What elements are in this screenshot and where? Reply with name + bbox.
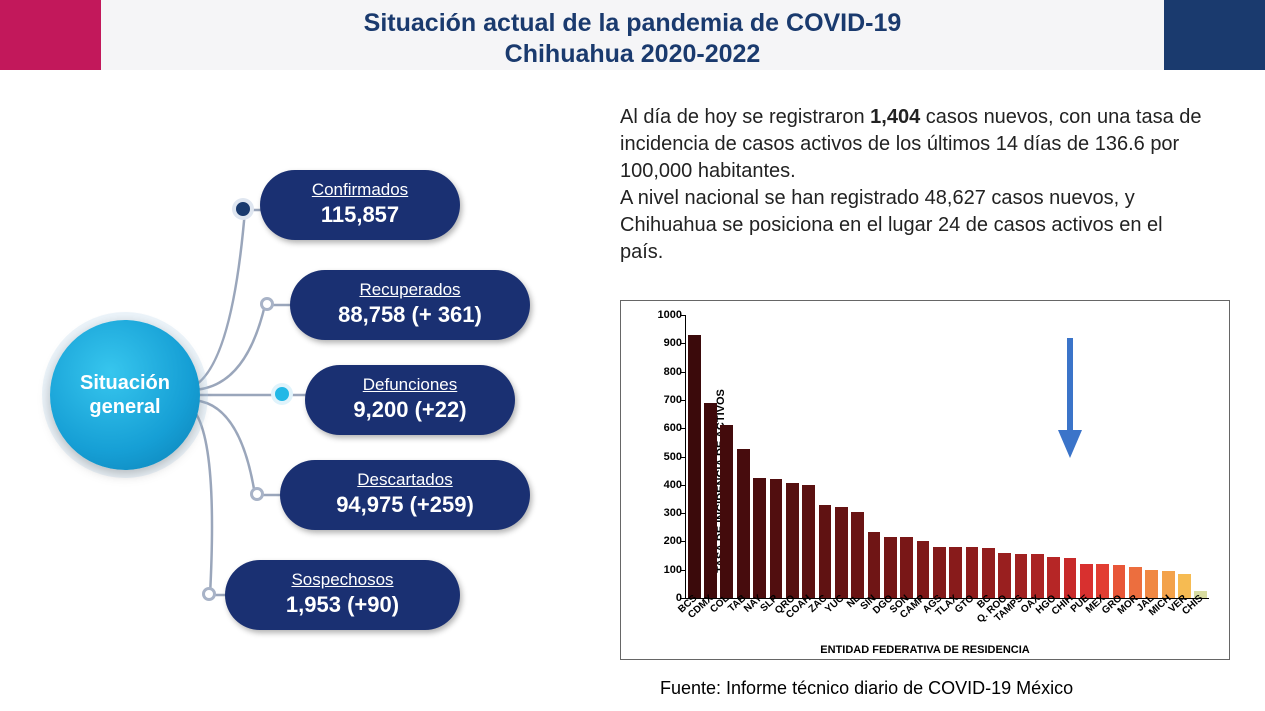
page-title: Situación actual de la pandemia de COVID…	[0, 8, 1265, 71]
bar	[1031, 554, 1044, 598]
bar	[720, 425, 733, 598]
pill-label: Recuperados	[314, 280, 506, 300]
highlight-arrow-icon	[1058, 338, 1082, 463]
title-line1: Situación actual de la pandemia de COVID…	[364, 9, 902, 37]
bar	[949, 547, 962, 598]
ytick-mark	[681, 513, 686, 514]
node-dot	[202, 587, 216, 601]
plot-area: 01002003004005006007008009001000BCSCDMXC…	[685, 315, 1209, 599]
bar	[819, 505, 832, 598]
ytick-mark	[681, 457, 686, 458]
ytick-mark	[681, 400, 686, 401]
bar	[884, 537, 897, 598]
bar	[900, 537, 913, 598]
bar-chart: TASA DE INCIDENCIA DE ACTIVOS ENTIDAD FE…	[620, 300, 1230, 660]
bar	[1047, 557, 1060, 598]
ytick-mark	[681, 541, 686, 542]
ytick-label: 300	[648, 507, 682, 519]
stat-pill: Descartados94,975 (+259)	[280, 460, 530, 530]
hub-circle: Situación general	[50, 320, 200, 470]
pill-label: Sospechosos	[249, 570, 436, 590]
bar	[802, 485, 815, 598]
stat-pill: Defunciones9,200 (+22)	[305, 365, 515, 435]
desc-p1a: Al día de hoy se registraron	[620, 106, 870, 128]
hub-label: Situación general	[50, 371, 200, 419]
ytick-label: 400	[648, 479, 682, 491]
bar	[835, 507, 848, 598]
mindmap: Situación general Confirmados115,857 Recu…	[30, 140, 600, 640]
bar	[704, 403, 717, 598]
bar	[753, 478, 766, 598]
stat-pill: Confirmados115,857	[260, 170, 460, 240]
x-axis-label: ENTIDAD FEDERATIVA DE RESIDENCIA	[631, 644, 1219, 656]
node-dot	[236, 202, 250, 216]
description-text: Al día de hoy se registraron 1,404 casos…	[620, 104, 1210, 266]
content-area: Situación general Confirmados115,857 Recu…	[0, 80, 1265, 710]
bar	[966, 547, 979, 598]
bar	[933, 547, 946, 598]
pill-label: Confirmados	[284, 180, 436, 200]
desc-bold: 1,404	[870, 106, 920, 128]
bar	[770, 479, 783, 598]
bar	[737, 449, 750, 598]
title-line2: Chihuahua 2020-2022	[505, 40, 761, 68]
ytick-label: 900	[648, 337, 682, 349]
node-dot	[250, 487, 264, 501]
bar	[917, 541, 930, 598]
ytick-label: 500	[648, 451, 682, 463]
bar	[851, 512, 864, 598]
ytick-mark	[681, 570, 686, 571]
ytick-label: 700	[648, 394, 682, 406]
node-dot	[260, 297, 274, 311]
pill-label: Descartados	[304, 470, 506, 490]
pill-value: 1,953 (+90)	[286, 592, 399, 617]
bar	[1015, 554, 1028, 598]
ytick-label: 600	[648, 422, 682, 434]
bar	[786, 483, 799, 598]
pill-value: 9,200 (+22)	[353, 397, 466, 422]
stat-pill: Recuperados88,758 (+ 361)	[290, 270, 530, 340]
ytick-label: 800	[648, 366, 682, 378]
ytick-mark	[681, 485, 686, 486]
ytick-mark	[681, 343, 686, 344]
ytick-label: 1000	[648, 309, 682, 321]
bar	[868, 532, 881, 599]
pill-value: 88,758 (+ 361)	[338, 302, 482, 327]
bar	[1113, 565, 1126, 598]
node-dot	[275, 387, 289, 401]
ytick-mark	[681, 372, 686, 373]
stat-pill: Sospechosos1,953 (+90)	[225, 560, 460, 630]
ytick-mark	[681, 428, 686, 429]
ytick-label: 200	[648, 535, 682, 547]
ytick-label: 100	[648, 564, 682, 576]
ytick-label: 0	[648, 592, 682, 604]
bar	[688, 335, 701, 598]
pill-value: 115,857	[321, 202, 399, 227]
pill-label: Defunciones	[329, 375, 491, 395]
bar	[1080, 564, 1093, 598]
bar	[982, 548, 995, 598]
chart-source: Fuente: Informe técnico diario de COVID-…	[660, 678, 1073, 699]
pill-value: 94,975 (+259)	[336, 492, 474, 517]
bar	[998, 553, 1011, 598]
ytick-mark	[681, 315, 686, 316]
desc-p2: A nivel nacional se han registrado 48,62…	[620, 185, 1210, 266]
bar	[1064, 558, 1077, 598]
